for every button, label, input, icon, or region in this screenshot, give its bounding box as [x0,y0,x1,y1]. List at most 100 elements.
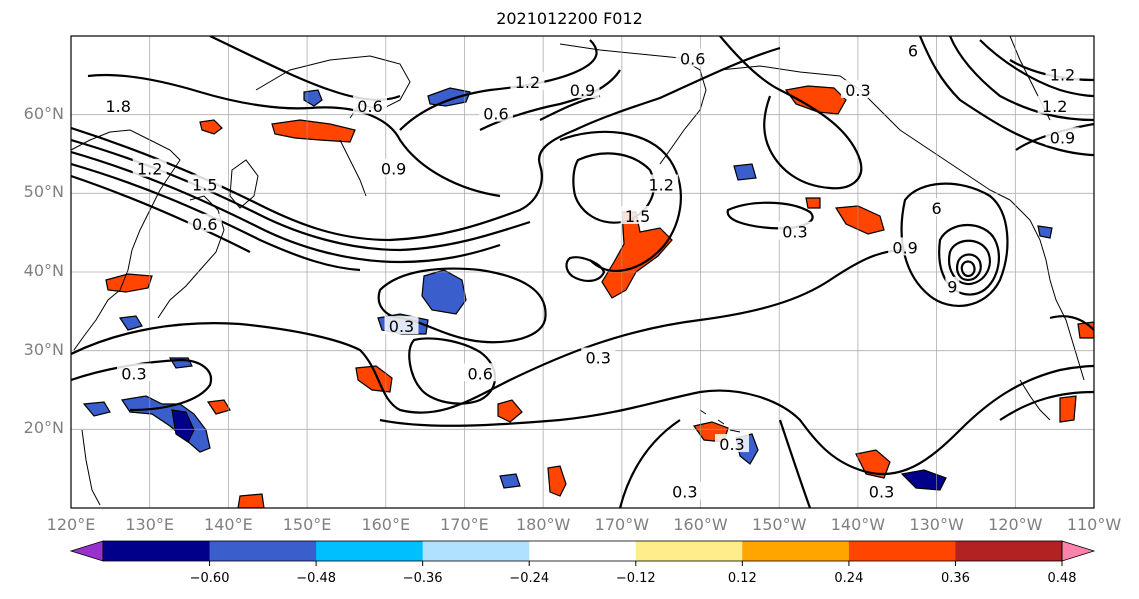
map-title: 2021012200 F012 [496,9,643,28]
contour-label-bg [945,276,960,295]
shade-blob [1059,395,1077,423]
coastlines [71,36,1085,506]
contour-label-bg [478,103,513,122]
contour-label-bg [376,158,411,177]
contour-line [71,358,213,412]
colorbar-segment [209,541,317,561]
contour-labels: 1.8 1.2 1.5 0.6 0.6 0.9 0.6 1.2 0.9 0.6 1.5 1.2 0.3 6… [101,40,1080,501]
contour-label-bg [888,237,923,256]
contour-label-bg [1045,64,1080,83]
contour-label-bg [864,481,899,500]
contour-line [1049,315,1094,331]
contour-label-bg [581,347,616,366]
longitude-label: 150°W [752,515,807,534]
contour-label-bg [644,174,679,193]
colorbar-outline [102,540,1063,562]
contour-line [960,260,976,278]
contour-label: 0.6 [483,105,508,124]
shade-blob [271,119,356,143]
shade-blob [237,493,265,508]
contour-label: 0.3 [121,364,146,383]
contour-label: 0.3 [389,317,414,336]
shade-blob [206,399,231,415]
longitude-label: 110°W [1066,515,1122,534]
contour-label-bg [1045,127,1080,146]
contour-label: 0.9 [892,238,917,257]
contour-label: 6 [908,42,918,61]
coastline [157,195,225,319]
latitude-label: 50°N [23,182,64,202]
contour-label: 0.9 [1050,128,1075,147]
contour-line [565,256,606,282]
shade-blob [355,365,393,393]
contour-label: 1.2 [648,175,673,194]
colorbar-tick-label: 0.36 [940,571,970,586]
contour-label-bg [675,48,710,67]
colorbar-tick-label: −0.60 [189,571,230,586]
coastline [559,43,707,165]
contour-label-bg [101,95,136,114]
contour-line [979,39,1094,98]
contour-label-bg [777,221,812,240]
longitude-label: 130°E [125,515,175,534]
shade-blob [900,469,947,491]
contour-label-bg [667,481,702,500]
longitude-label: 140°E [204,515,253,534]
contour-line [918,36,1094,157]
longitude-label: 180°W [515,515,571,534]
contour-line [71,174,251,253]
shade-blob [805,197,821,209]
contour-label-bg [187,174,222,193]
longitude-label: 140°W [830,515,886,534]
contour-label-bg [353,95,388,114]
contour-line [71,46,781,242]
coastline [1009,199,1085,381]
colorbar-tick-label: 0.48 [1047,571,1077,586]
shade-blob [784,85,847,115]
contour-line [71,162,361,272]
contour-label: 1.5 [192,175,217,194]
contour-label-bg [840,80,875,99]
longitude-label: 160°W [673,515,728,534]
contour-label: 1.2 [1050,65,1075,84]
contour-label: 0.6 [192,215,217,234]
contour-label: 0.6 [467,364,492,383]
contour-line [956,253,982,282]
contour-line [379,364,1094,476]
contour-line [87,73,501,198]
coastline [339,139,367,197]
contour-label: 1.8 [105,97,130,116]
contour-label: 0.3 [782,223,807,242]
contour-label-bg [1037,95,1072,114]
contour-line [900,182,1009,308]
contour-label: 9 [947,278,957,297]
contour-label: 0.3 [719,435,744,454]
colorbar-segment [422,541,530,561]
contour-line [559,130,682,272]
contour-label: 0.9 [381,160,406,179]
contour-line [948,36,1094,122]
contour-label-bg [715,434,750,453]
shade-blob [1037,225,1053,239]
contour-line [71,150,501,264]
coastline [71,129,181,351]
latitude-label: 60°N [23,103,64,123]
map-frame [70,35,1095,509]
shade-blob [118,315,143,331]
contour-line [719,36,863,190]
colorbar-tick-label: 0.60 [1134,571,1139,586]
colorbar-segment [955,541,1063,561]
colorbar-tick-label: 0.12 [727,571,757,586]
contour-label: 0.3 [672,482,697,501]
longitude-label: 150°E [282,515,332,534]
colorbar-tick-label: −0.12 [615,571,656,586]
colorbar-segment [529,541,637,561]
coastline [81,429,101,506]
contour-line [948,239,991,286]
contour-label: 1.2 [137,160,162,179]
contour-line [778,419,812,508]
colorbar-min-arrow [69,540,104,562]
colorbar-segment [316,541,424,561]
contour-line [408,337,496,405]
contour-label-bg [463,363,498,382]
